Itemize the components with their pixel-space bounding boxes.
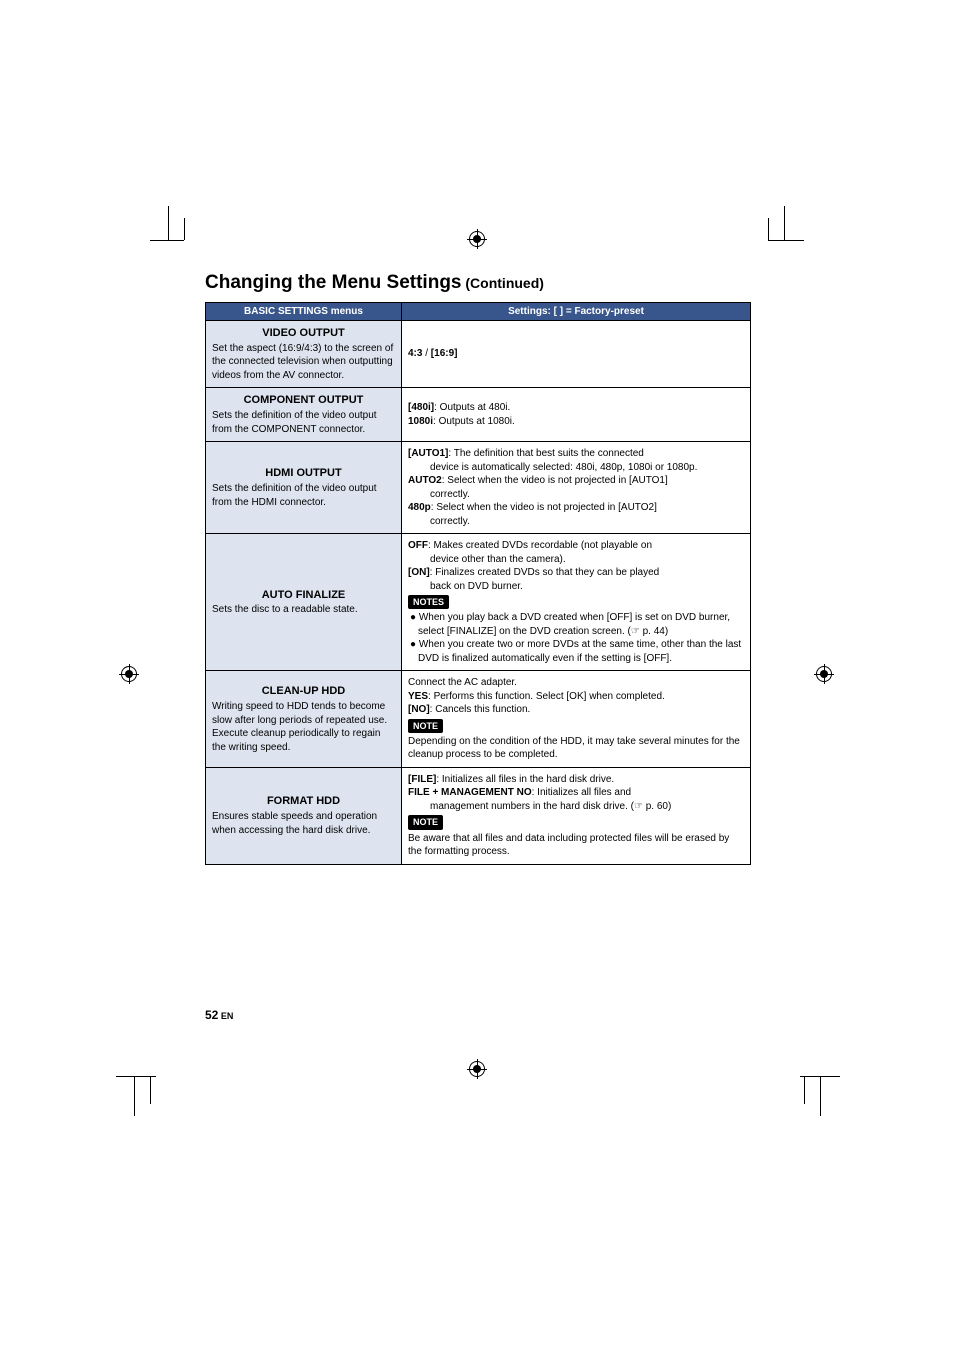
row-title: CLEAN-UP HDD	[212, 684, 395, 699]
row-desc: Sets the definition of the video output …	[212, 410, 377, 435]
opt-480p-text: : Select when the video is not projected…	[431, 502, 657, 513]
row-desc: Ensures stable speeds and operation when…	[212, 811, 377, 836]
opt-auto2-cont: correctly.	[408, 488, 744, 502]
opt-auto1: [AUTO1]	[408, 448, 448, 459]
row-component-output-left: COMPONENT OUTPUT Sets the definition of …	[206, 388, 402, 442]
registration-mark-bottom	[468, 1060, 488, 1080]
row-title: AUTO FINALIZE	[212, 588, 395, 603]
opt-file-mgmt-cont: management numbers in the hard disk driv…	[408, 800, 744, 814]
opt-file-text: : Initializes all files in the hard disk…	[436, 774, 614, 785]
opt-1080i: 1080i	[408, 416, 433, 427]
format-note: Be aware that all files and data includi…	[408, 832, 744, 859]
table-header-left: BASIC SETTINGS menus	[206, 303, 402, 321]
row-cleanup-hdd-left: CLEAN-UP HDD Writing speed to HDD tends …	[206, 671, 402, 768]
opt-480i: [480i]	[408, 402, 434, 413]
row-format-hdd-right: [FILE]: Initializes all files in the har…	[402, 767, 751, 864]
opt-file-mgmt-text: : Initializes all files and	[532, 787, 632, 798]
opt-file-mgmt: FILE + MANAGEMENT NO	[408, 787, 532, 798]
note-tag: NOTE	[408, 815, 443, 829]
row-auto-finalize-right: OFF: Makes created DVDs recordable (not …	[402, 534, 751, 671]
opt-auto1-cont: device is automatically selected: 480i, …	[408, 461, 744, 475]
table-header-right: Settings: [ ] = Factory-preset	[402, 303, 751, 321]
row-title: HDMI OUTPUT	[212, 466, 395, 481]
opt-no-text: : Cancels this function.	[430, 704, 531, 715]
opt-no: [NO]	[408, 704, 430, 715]
opt-yes-text: : Performs this function. Select [OK] wh…	[428, 691, 665, 702]
opt-off-cont: device other than the camera).	[408, 553, 744, 567]
page-title: Changing the Menu Settings (Continued)	[205, 272, 751, 294]
table-row: AUTO FINALIZE Sets the disc to a readabl…	[206, 534, 751, 671]
opt-on: [ON]	[408, 567, 430, 578]
row-auto-finalize-left: AUTO FINALIZE Sets the disc to a readabl…	[206, 534, 402, 671]
row-format-hdd-left: FORMAT HDD Ensures stable speeds and ope…	[206, 767, 402, 864]
table-row: VIDEO OUTPUT Set the aspect (16:9/4:3) t…	[206, 321, 751, 388]
opt-auto1-text: : The definition that best suits the con…	[448, 448, 644, 459]
table-row: CLEAN-UP HDD Writing speed to HDD tends …	[206, 671, 751, 768]
opt-480i-text: : Outputs at 480i.	[434, 402, 510, 413]
value-16-9: [16:9]	[431, 348, 458, 359]
opt-480p-cont: correctly.	[408, 515, 744, 529]
registration-mark-left	[120, 665, 140, 685]
cleanup-l1: Connect the AC adapter.	[408, 676, 744, 690]
opt-off: OFF	[408, 540, 428, 551]
page-number-lang: EN	[218, 1011, 233, 1021]
note-bullet-2: ● When you create two or more DVDs at th…	[408, 638, 744, 665]
note-tag: NOTE	[408, 719, 443, 733]
value-sep: /	[422, 348, 430, 359]
opt-1080i-text: : Outputs at 1080i.	[433, 416, 515, 427]
opt-on-text: : Finalizes created DVDs so that they ca…	[430, 567, 660, 578]
row-title: FORMAT HDD	[212, 794, 395, 809]
row-cleanup-hdd-right: Connect the AC adapter. YES: Performs th…	[402, 671, 751, 768]
row-video-output-right: 4:3 / [16:9]	[402, 321, 751, 388]
page-number-value: 52	[205, 1008, 218, 1022]
opt-yes: YES	[408, 691, 428, 702]
row-title: COMPONENT OUTPUT	[212, 393, 395, 408]
title-main: Changing the Menu Settings	[205, 272, 462, 293]
row-hdmi-output-right: [AUTO1]: The definition that best suits …	[402, 442, 751, 534]
registration-mark-top	[468, 230, 488, 250]
row-desc: Writing speed to HDD tends to become slo…	[212, 701, 387, 753]
registration-mark-right	[815, 665, 835, 685]
opt-file: [FILE]	[408, 774, 436, 785]
notes-tag: NOTES	[408, 595, 449, 609]
opt-auto2-text: : Select when the video is not projected…	[442, 475, 668, 486]
row-desc: Sets the disc to a readable state.	[212, 604, 358, 615]
cleanup-note: Depending on the condition of the HDD, i…	[408, 735, 744, 762]
row-component-output-right: [480i]: Outputs at 480i. 1080i: Outputs …	[402, 388, 751, 442]
table-row: HDMI OUTPUT Sets the definition of the v…	[206, 442, 751, 534]
settings-table: BASIC SETTINGS menus Settings: [ ] = Fac…	[205, 302, 751, 865]
row-title: VIDEO OUTPUT	[212, 326, 395, 341]
row-hdmi-output-left: HDMI OUTPUT Sets the definition of the v…	[206, 442, 402, 534]
title-continued: (Continued)	[462, 275, 544, 291]
table-row: COMPONENT OUTPUT Sets the definition of …	[206, 388, 751, 442]
row-desc: Set the aspect (16:9/4:3) to the screen …	[212, 343, 393, 381]
opt-off-text: : Makes created DVDs recordable (not pla…	[428, 540, 652, 551]
opt-480p: 480p	[408, 502, 431, 513]
opt-on-cont: back on DVD burner.	[408, 580, 744, 594]
table-row: FORMAT HDD Ensures stable speeds and ope…	[206, 767, 751, 864]
note-bullet-1: ● When you play back a DVD created when …	[408, 611, 744, 638]
page-content: Changing the Menu Settings (Continued) B…	[205, 272, 751, 865]
value-4-3: 4:3	[408, 348, 422, 359]
opt-auto2: AUTO2	[408, 475, 442, 486]
page-number: 52 EN	[205, 1008, 233, 1022]
row-video-output-left: VIDEO OUTPUT Set the aspect (16:9/4:3) t…	[206, 321, 402, 388]
row-desc: Sets the definition of the video output …	[212, 483, 377, 508]
